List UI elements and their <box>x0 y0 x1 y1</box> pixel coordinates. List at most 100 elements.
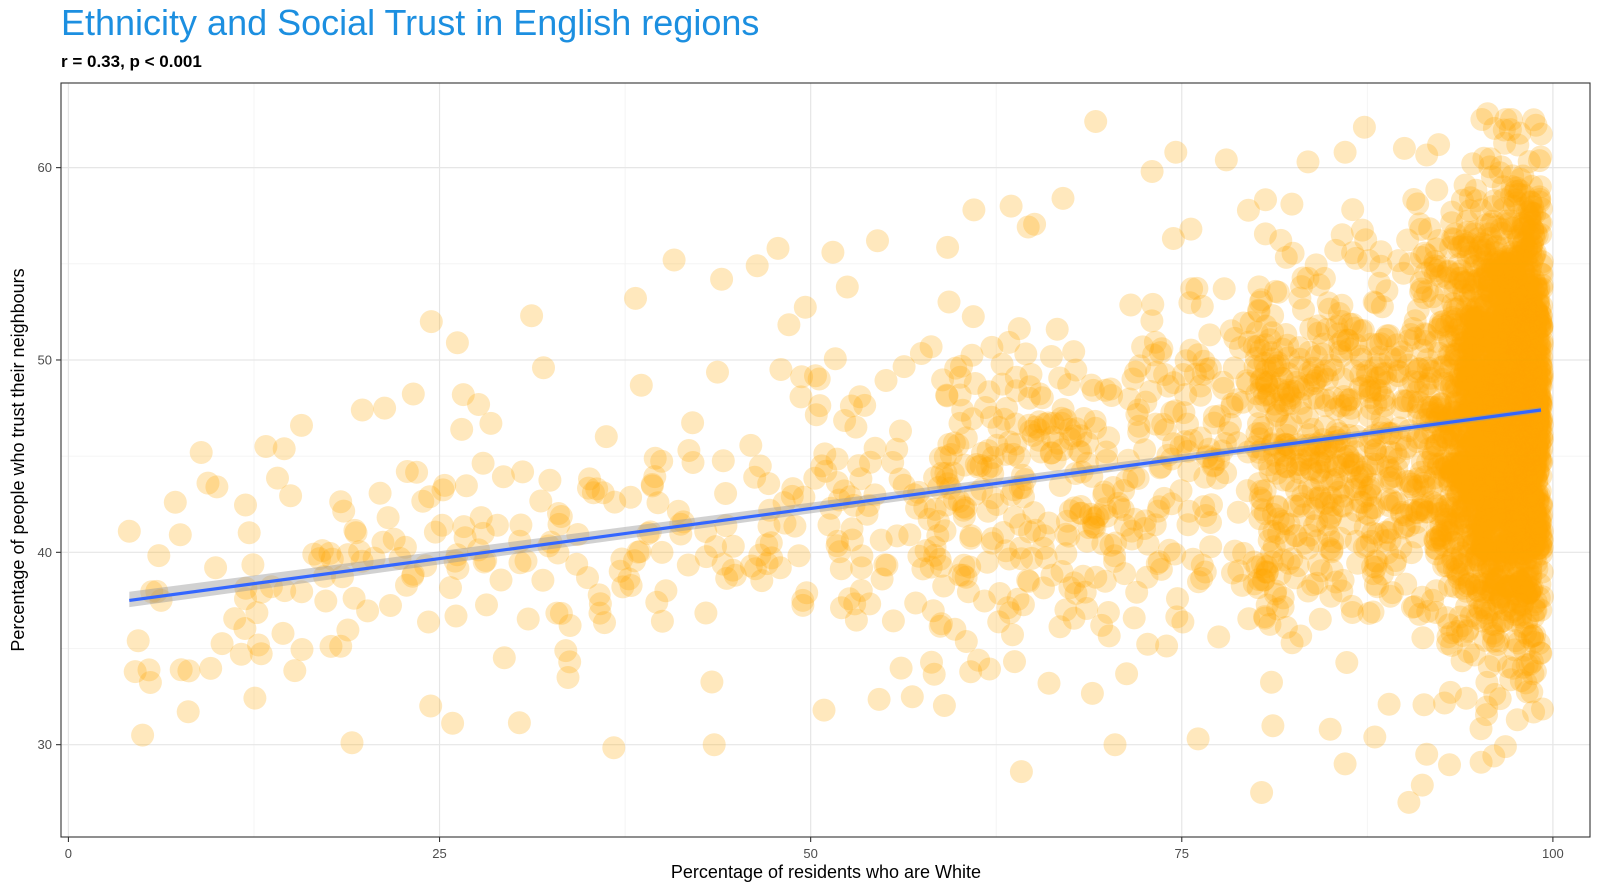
data-point <box>1520 546 1544 570</box>
data-point <box>479 411 503 435</box>
data-point <box>1478 519 1502 543</box>
data-point <box>1489 487 1513 511</box>
data-point <box>789 385 813 409</box>
data-point <box>1530 536 1554 559</box>
data-point <box>1504 501 1528 525</box>
data-point <box>1287 375 1311 399</box>
data-point <box>1433 425 1457 449</box>
data-point <box>1481 408 1505 432</box>
data-point <box>1363 572 1387 596</box>
data-point <box>1424 492 1447 516</box>
data-point <box>825 471 849 494</box>
data-point <box>1493 367 1517 391</box>
data-point <box>1337 388 1361 412</box>
data-point <box>1458 361 1482 384</box>
data-point <box>1084 565 1108 589</box>
data-point <box>1254 333 1277 357</box>
data-point <box>710 267 734 291</box>
data-point <box>1450 418 1474 442</box>
data-point <box>1508 333 1532 356</box>
data-point <box>1446 536 1470 560</box>
data-point <box>1507 296 1531 320</box>
data-point <box>1406 474 1430 498</box>
data-point <box>1507 593 1531 617</box>
data-point <box>1493 420 1517 444</box>
data-point <box>1495 470 1519 494</box>
data-point <box>1505 512 1529 536</box>
data-point <box>923 466 947 490</box>
data-point <box>241 553 265 577</box>
data-point <box>1261 321 1285 345</box>
data-point <box>1462 523 1485 547</box>
data-point <box>1519 237 1543 260</box>
data-point <box>1443 424 1467 448</box>
data-point <box>1450 614 1474 638</box>
data-point <box>1500 359 1523 383</box>
data-point <box>1518 211 1542 235</box>
data-point <box>1489 256 1513 279</box>
data-point <box>1463 458 1487 482</box>
data-point <box>1513 281 1537 305</box>
data-point <box>1299 457 1322 481</box>
data-point <box>787 544 811 568</box>
data-point <box>1425 178 1449 202</box>
data-point <box>475 593 498 617</box>
data-point <box>1523 448 1547 472</box>
data-point <box>1467 579 1490 603</box>
data-point <box>1506 422 1530 446</box>
data-point <box>1442 531 1466 555</box>
data-point <box>1520 307 1544 331</box>
data-point <box>1410 498 1434 522</box>
data-point <box>1263 354 1287 378</box>
data-point <box>1438 753 1461 777</box>
data-point <box>1515 384 1539 408</box>
data-point <box>1273 393 1297 417</box>
data-point <box>946 433 970 457</box>
data-point <box>1280 192 1304 216</box>
data-point <box>1518 347 1542 371</box>
data-point <box>1388 428 1412 452</box>
data-point <box>1467 477 1491 501</box>
data-point <box>1463 306 1487 330</box>
data-point <box>1434 280 1458 303</box>
data-point <box>1252 383 1276 407</box>
data-point <box>1484 477 1508 500</box>
data-point <box>1488 369 1512 393</box>
data-point <box>1513 548 1537 572</box>
data-point <box>1373 327 1397 351</box>
data-point <box>1509 167 1533 191</box>
data-point <box>1396 389 1420 413</box>
data-point <box>1470 353 1494 377</box>
data-point <box>748 454 772 478</box>
data-point <box>1495 574 1519 598</box>
data-point <box>1471 539 1495 562</box>
data-point <box>1472 267 1496 291</box>
data-point <box>1037 671 1061 695</box>
data-point <box>1264 279 1288 303</box>
data-point <box>1527 337 1551 361</box>
data-point <box>1480 392 1504 416</box>
data-point <box>1194 504 1218 527</box>
data-point <box>1330 293 1354 317</box>
data-point <box>821 240 845 264</box>
data-point <box>962 198 986 222</box>
data-point <box>1447 463 1471 487</box>
data-point <box>1481 383 1505 407</box>
data-point <box>1362 290 1386 314</box>
data-point <box>1506 506 1530 530</box>
data-point <box>1503 424 1527 448</box>
data-point <box>1473 429 1497 452</box>
data-point <box>1232 311 1255 335</box>
data-point <box>1379 459 1402 482</box>
data-point <box>1476 461 1500 485</box>
data-point <box>1480 299 1503 323</box>
data-point <box>1387 360 1411 384</box>
data-point <box>290 413 313 437</box>
data-point <box>1511 329 1535 353</box>
data-point <box>1526 400 1550 424</box>
data-point <box>1027 410 1051 434</box>
data-point <box>1446 468 1470 492</box>
data-point <box>1031 536 1055 560</box>
data-point <box>1368 365 1392 389</box>
